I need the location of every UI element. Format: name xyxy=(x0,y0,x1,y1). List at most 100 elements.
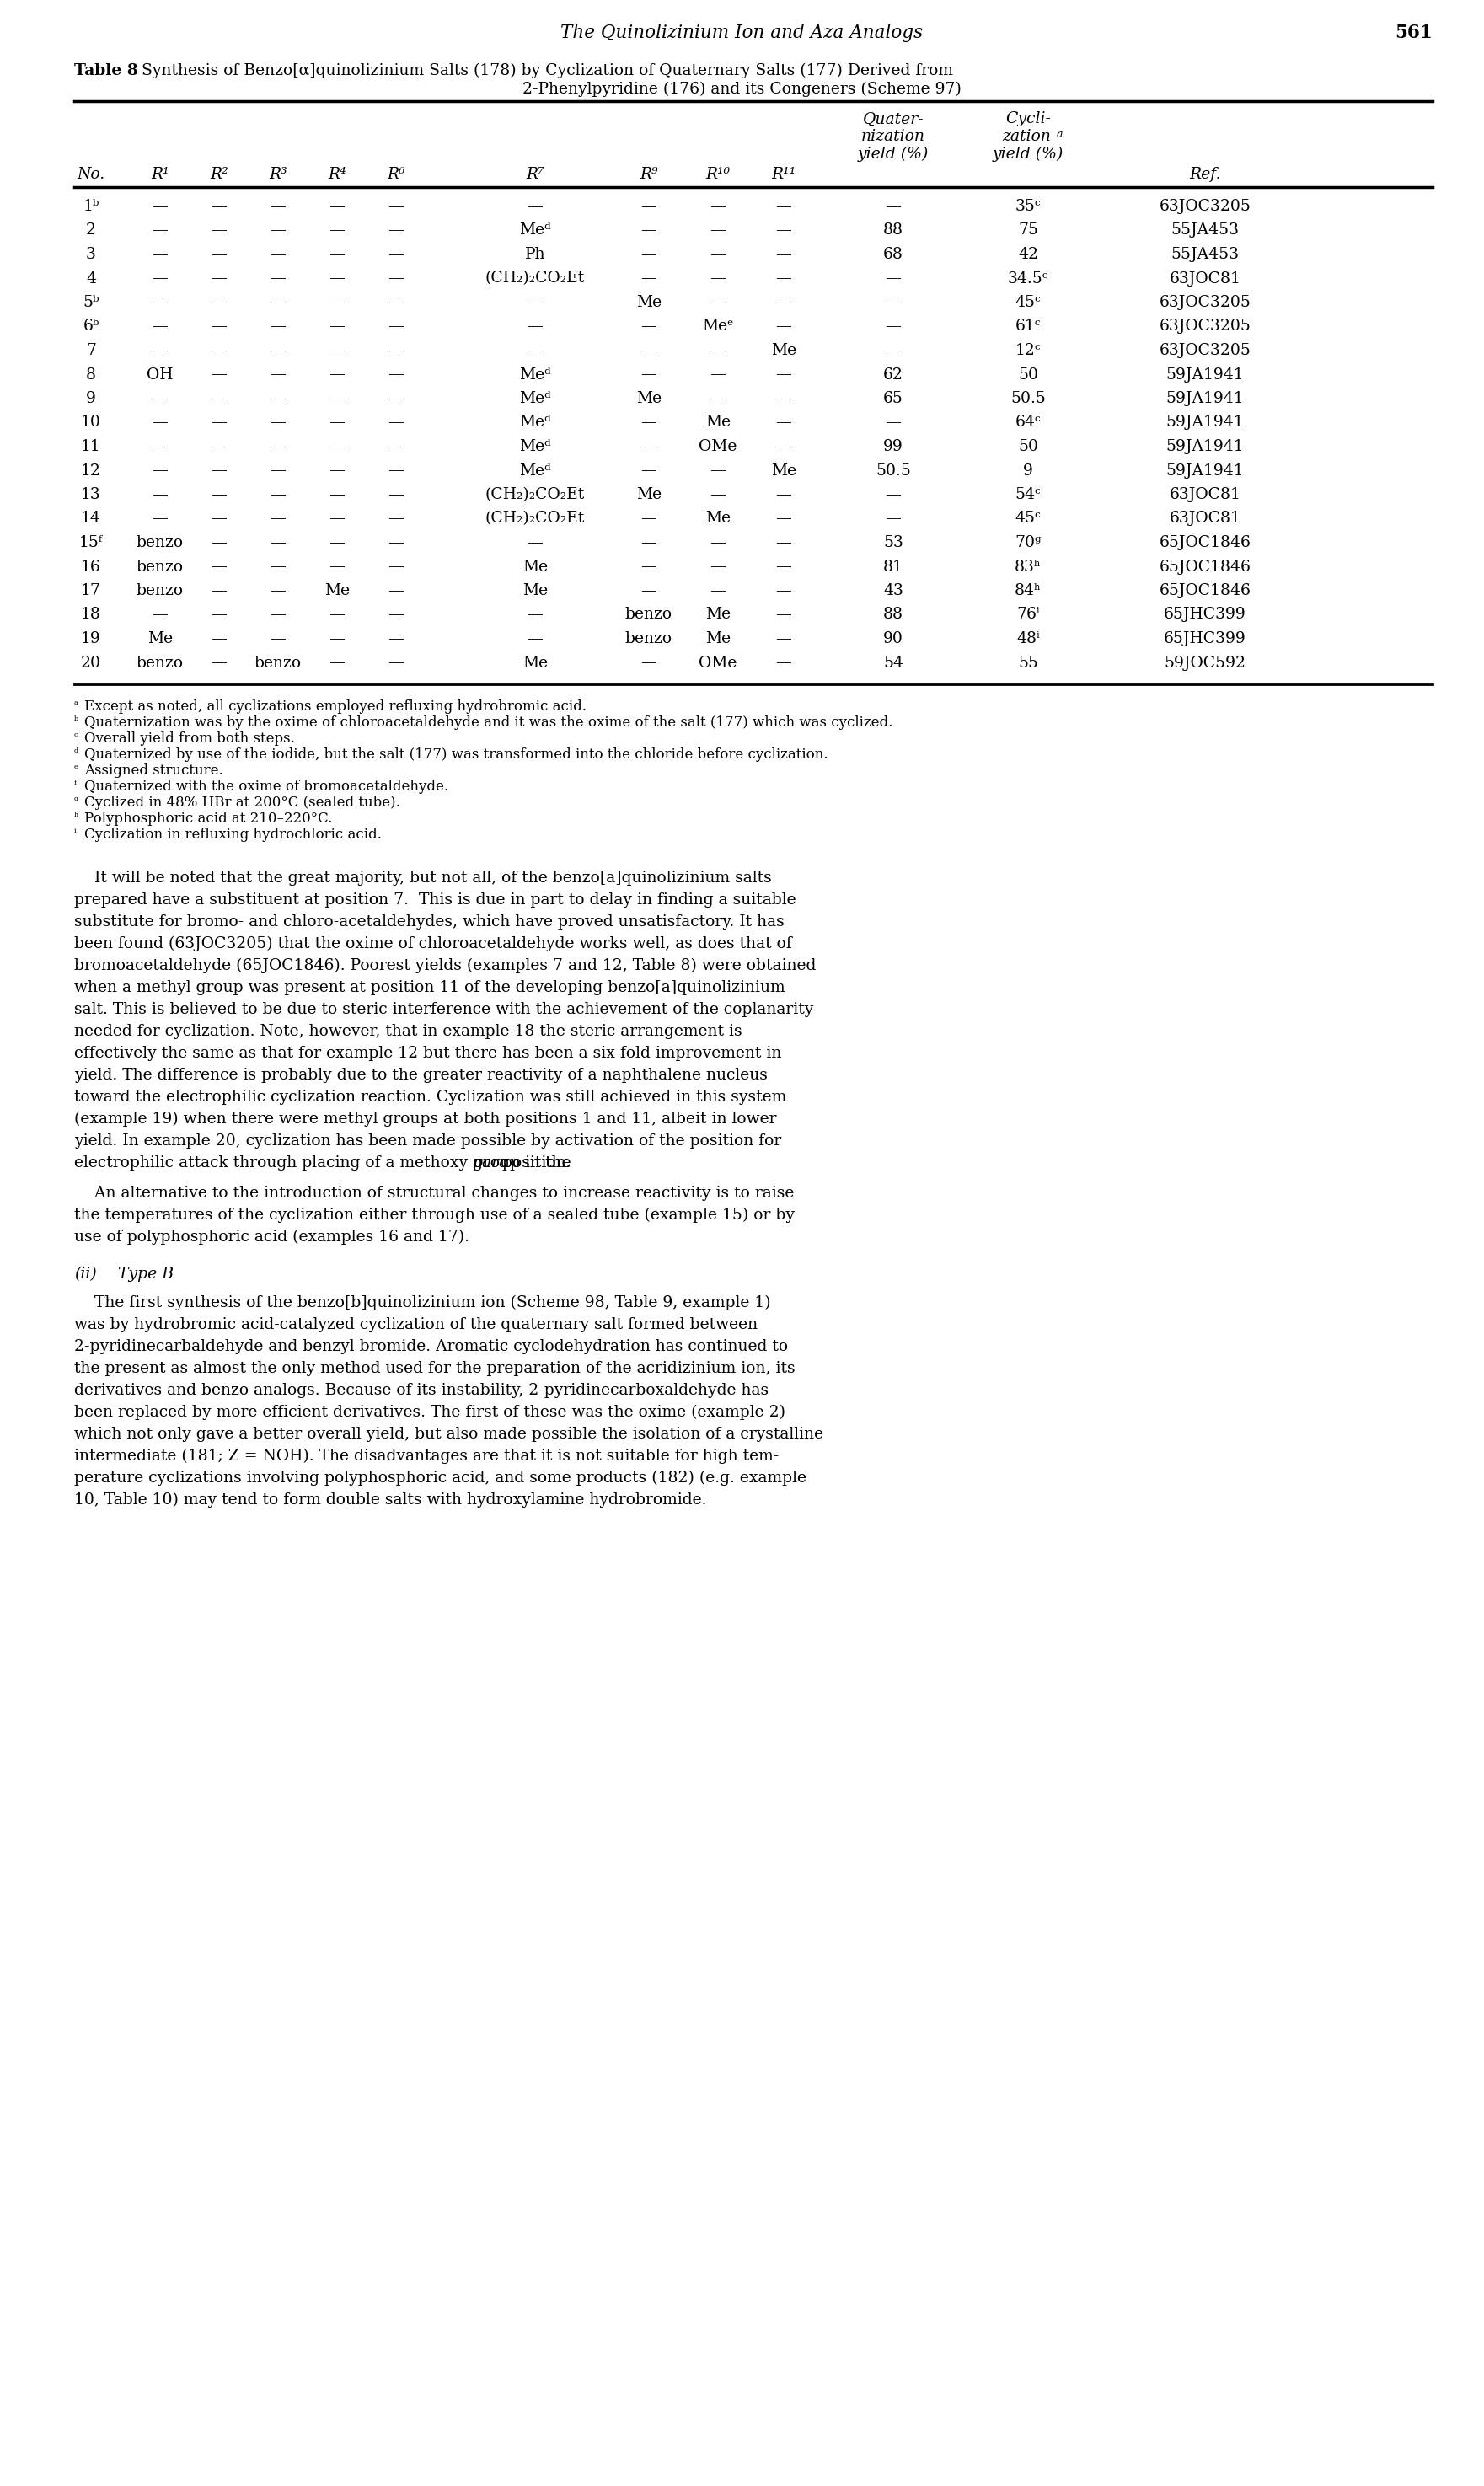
Text: —: — xyxy=(886,318,901,333)
Text: —: — xyxy=(776,199,791,214)
Text: —: — xyxy=(270,246,286,261)
Text: —: — xyxy=(211,656,227,671)
Text: —: — xyxy=(329,271,346,286)
Text: use of polyphosphoric acid (examples 16 and 17).: use of polyphosphoric acid (examples 16 … xyxy=(74,1231,469,1245)
Text: 76ⁱ: 76ⁱ xyxy=(1017,607,1040,622)
Text: OMe: OMe xyxy=(699,656,738,671)
Text: —: — xyxy=(270,534,286,549)
Text: —: — xyxy=(389,631,404,646)
Text: —: — xyxy=(211,440,227,455)
Text: Quaternization was by the oxime of chloroacetaldehyde and it was the oxime of th: Quaternization was by the oxime of chlor… xyxy=(85,716,893,731)
Text: —: — xyxy=(776,271,791,286)
Text: —: — xyxy=(389,224,404,239)
Text: —: — xyxy=(153,246,168,261)
Text: 15ᶠ: 15ᶠ xyxy=(79,534,102,549)
Text: 12ᶜ: 12ᶜ xyxy=(1015,343,1040,358)
Text: —: — xyxy=(527,199,543,214)
Text: 9: 9 xyxy=(1022,462,1033,477)
Text: zation: zation xyxy=(1002,129,1051,144)
Text: benzo: benzo xyxy=(254,656,301,671)
Text: 83ʰ: 83ʰ xyxy=(1015,559,1042,574)
Text: —: — xyxy=(527,343,543,358)
Text: —: — xyxy=(709,343,726,358)
Text: —: — xyxy=(709,559,726,574)
Text: —: — xyxy=(153,390,168,405)
Text: —: — xyxy=(776,534,791,549)
Text: 19: 19 xyxy=(82,631,101,646)
Text: position.: position. xyxy=(497,1156,571,1171)
Text: —: — xyxy=(527,534,543,549)
Text: benzo: benzo xyxy=(625,607,672,622)
Text: R³: R³ xyxy=(269,167,288,181)
Text: R⁹: R⁹ xyxy=(640,167,657,181)
Text: —: — xyxy=(641,534,657,549)
Text: —: — xyxy=(329,343,346,358)
Text: R⁷: R⁷ xyxy=(525,167,545,181)
Text: —: — xyxy=(709,534,726,549)
Text: —: — xyxy=(776,246,791,261)
Text: —: — xyxy=(527,296,543,311)
Text: —: — xyxy=(886,271,901,286)
Text: Me: Me xyxy=(522,559,548,574)
Text: benzo: benzo xyxy=(137,534,184,549)
Text: 48ⁱ: 48ⁱ xyxy=(1017,631,1040,646)
Text: —: — xyxy=(211,462,227,477)
Text: OH: OH xyxy=(147,368,174,383)
Text: 3: 3 xyxy=(86,246,96,261)
Text: —: — xyxy=(270,512,286,527)
Text: 9: 9 xyxy=(86,390,96,405)
Text: —: — xyxy=(270,584,286,599)
Text: 5ᵇ: 5ᵇ xyxy=(83,296,99,311)
Text: The Quinolizinium Ion and Aza Analogs: The Quinolizinium Ion and Aza Analogs xyxy=(561,22,923,42)
Text: —: — xyxy=(329,656,346,671)
Text: —: — xyxy=(270,199,286,214)
Text: —: — xyxy=(270,343,286,358)
Text: when a methyl group was present at position 11 of the developing benzo[a]quinoli: when a methyl group was present at posit… xyxy=(74,979,785,994)
Text: yield (%): yield (%) xyxy=(993,147,1064,162)
Text: 8: 8 xyxy=(86,368,96,383)
Text: —: — xyxy=(153,607,168,622)
Text: 2-pyridinecarbaldehyde and benzyl bromide. Aromatic cyclodehydration has continu: 2-pyridinecarbaldehyde and benzyl bromid… xyxy=(74,1340,788,1355)
Text: 43: 43 xyxy=(883,584,904,599)
Text: Cyclization in refluxing hydrochloric acid.: Cyclization in refluxing hydrochloric ac… xyxy=(85,828,381,843)
Text: —: — xyxy=(211,559,227,574)
Text: —: — xyxy=(270,462,286,477)
Text: 68: 68 xyxy=(883,246,904,261)
Text: —: — xyxy=(641,415,657,430)
Text: 63JOC3205: 63JOC3205 xyxy=(1159,296,1251,311)
Text: 54: 54 xyxy=(883,656,904,671)
Text: substitute for bromo- and chloro-acetaldehydes, which have proved unsatisfactory: substitute for bromo- and chloro-acetald… xyxy=(74,915,785,930)
Text: yield. In example 20, cyclization has been made possible by activation of the po: yield. In example 20, cyclization has be… xyxy=(74,1134,782,1149)
Text: —: — xyxy=(641,656,657,671)
Text: 16: 16 xyxy=(82,559,101,574)
Text: —: — xyxy=(709,224,726,239)
Text: —: — xyxy=(153,296,168,311)
Text: benzo: benzo xyxy=(137,656,184,671)
Text: —: — xyxy=(527,607,543,622)
Text: —: — xyxy=(709,584,726,599)
Text: —: — xyxy=(270,607,286,622)
Text: which not only gave a better overall yield, but also made possible the isolation: which not only gave a better overall yie… xyxy=(74,1427,824,1442)
Text: —: — xyxy=(641,271,657,286)
Text: R⁴: R⁴ xyxy=(328,167,346,181)
Text: 75: 75 xyxy=(1018,224,1039,239)
Text: —: — xyxy=(270,224,286,239)
Text: 561: 561 xyxy=(1395,22,1432,42)
Text: —: — xyxy=(886,415,901,430)
Text: —: — xyxy=(641,368,657,383)
Text: R¹⁰: R¹⁰ xyxy=(706,167,730,181)
Text: —: — xyxy=(389,607,404,622)
Text: —: — xyxy=(641,440,657,455)
Text: 88: 88 xyxy=(883,607,904,622)
Text: —: — xyxy=(329,631,346,646)
Text: —: — xyxy=(776,440,791,455)
Text: —: — xyxy=(709,368,726,383)
Text: 59JA1941: 59JA1941 xyxy=(1166,440,1244,455)
Text: —: — xyxy=(776,487,791,502)
Text: Me: Me xyxy=(705,415,730,430)
Text: —: — xyxy=(776,368,791,383)
Text: —: — xyxy=(641,224,657,239)
Text: 1ᵇ: 1ᵇ xyxy=(83,199,99,214)
Text: (ii): (ii) xyxy=(74,1265,96,1283)
Text: 50: 50 xyxy=(1018,368,1039,383)
